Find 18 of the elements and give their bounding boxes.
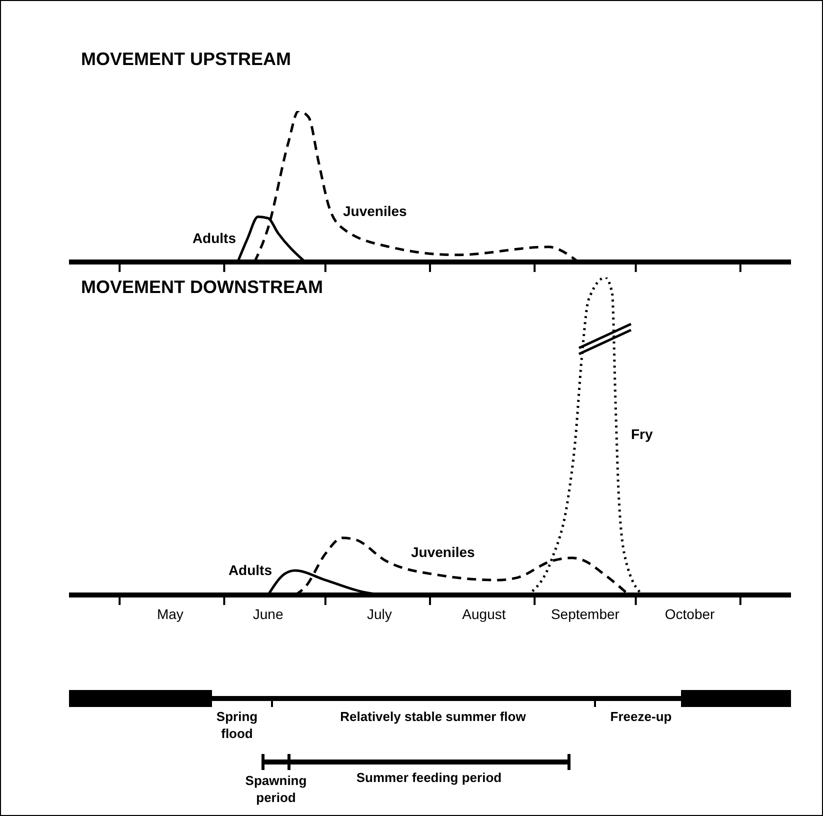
text: Relatively stable summer flow (339, 708, 527, 725)
chart-title: MOVEMENT UPSTREAM (81, 49, 292, 70)
text: Freeze-up (609, 708, 673, 725)
x-tick-label: June (252, 606, 284, 622)
chart-title: MOVEMENT DOWNSTREAM (81, 277, 323, 298)
x-tick-label: July (366, 606, 392, 622)
text: Spring flood (215, 708, 259, 742)
series-label: Adults (228, 562, 272, 578)
series-label: Juveniles (343, 203, 407, 219)
x-tick-label: August (462, 606, 506, 622)
x-tick-label: September (550, 606, 620, 622)
series-label: Juveniles (411, 544, 475, 560)
series-label: Fry (631, 426, 653, 442)
text: Summer feeding period (356, 770, 502, 785)
x-tick-label: October (664, 606, 716, 622)
x-tick-label: May (156, 606, 184, 622)
series-label: Adults (192, 230, 236, 246)
text: Spawning period (244, 772, 308, 806)
